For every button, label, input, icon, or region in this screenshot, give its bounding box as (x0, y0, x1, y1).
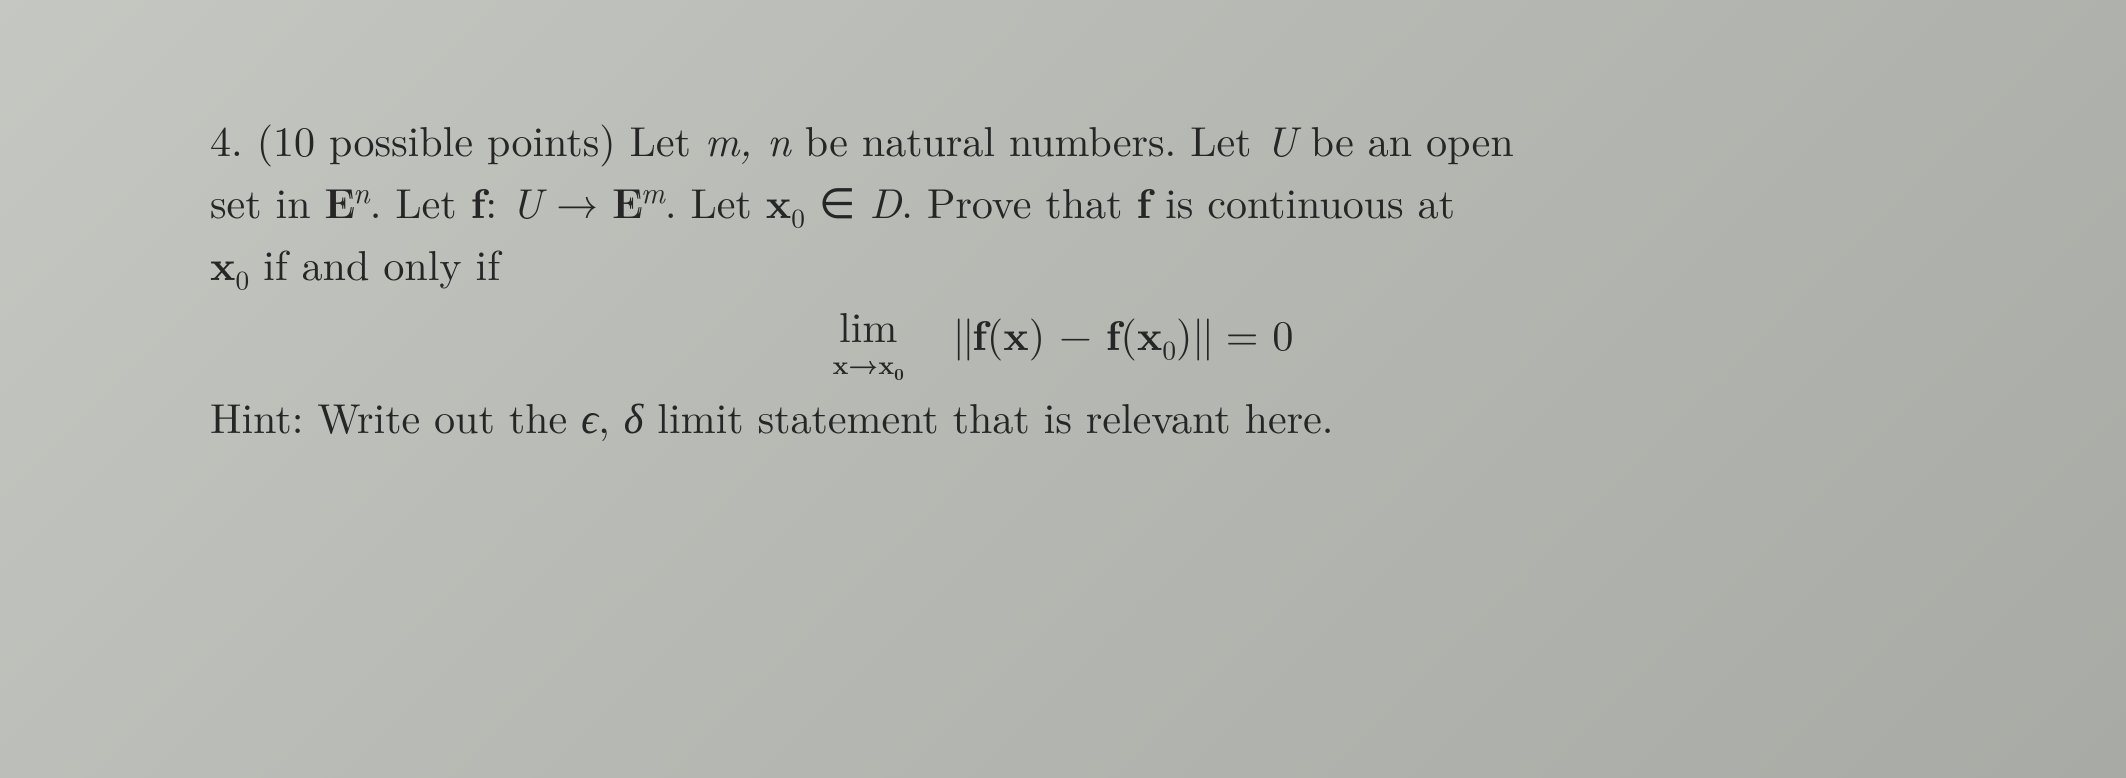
sub-x0-0: 0 (894, 361, 904, 385)
delta: δ (624, 387, 644, 446)
var-U: U (511, 172, 542, 231)
sup-n: n (353, 170, 370, 212)
blackboard-E: E (325, 172, 354, 233)
text: Let (630, 110, 705, 169)
var-mn: m, n (705, 110, 791, 169)
fx-f: f (972, 303, 987, 363)
lim-subscript: x→x0 (833, 351, 904, 377)
fx0-sub: 0 (1162, 328, 1176, 367)
text: be natural numbers. Let (791, 110, 1266, 169)
problem-block: 4. (10 possible points) Let m, n be natu… (210, 110, 1916, 448)
fx0-f: f (1106, 303, 1121, 363)
text: . Let (665, 172, 766, 231)
sub-x0x: x (878, 345, 894, 382)
hint-text-b: limit statement that is relevant here. (643, 387, 1333, 446)
fx0-close: ) (1176, 304, 1192, 363)
blackboard-E: E (612, 172, 641, 233)
text: is continuous at (1151, 172, 1455, 231)
elem-of: ∈ (805, 172, 870, 231)
hint-text-a: Write out the (303, 387, 581, 446)
fx-close: ) (1029, 304, 1045, 363)
fx0-open: ( (1121, 304, 1137, 363)
problem-line-1: 4. (10 possible points) Let m, n be natu… (210, 110, 1916, 171)
sub-x: x (833, 345, 849, 382)
comma: , (598, 387, 624, 446)
limit-operator: lim x→x0 (833, 305, 904, 377)
problem-number: 4. (210, 110, 243, 169)
problem-line-3: x0 if and only if (210, 233, 1916, 295)
text: if and only if (249, 234, 500, 293)
sup-m: m (641, 170, 665, 212)
text: be an open (1297, 110, 1514, 169)
open-norm: || (953, 304, 972, 363)
scanned-page: 4. (10 possible points) Let m, n be natu… (0, 0, 2126, 778)
var-x: x (210, 233, 236, 293)
minus: − (1045, 304, 1106, 363)
var-D: D (869, 172, 901, 231)
problem-line-2: set in En. Let f: U → Em. Let x0 ∈ D. Pr… (210, 171, 1916, 233)
text: . Prove that (901, 172, 1136, 231)
var-x: x (766, 171, 792, 231)
colon: : (485, 172, 511, 231)
fx-x: x (1003, 303, 1029, 363)
close-norm: || (1192, 304, 1211, 363)
var-f: f (471, 171, 486, 231)
sub-0: 0 (791, 196, 805, 235)
var-f: f (1136, 171, 1151, 231)
var-U: U (1265, 110, 1296, 169)
display-equation: lim x→x0 ||f(x) − f(x0)|| = 0 (210, 303, 1916, 377)
hint-line: Hint: Write out the ϵ, δ limit statement… (210, 387, 1916, 448)
epsilon: ϵ (581, 387, 598, 446)
sub-0: 0 (236, 258, 250, 297)
arrow: → (542, 172, 612, 231)
fx-open: ( (987, 304, 1003, 363)
hint-label: Hint: (210, 387, 303, 446)
text: . Let (370, 172, 471, 231)
equals-zero: = 0 (1212, 304, 1294, 363)
text: set in (210, 172, 325, 231)
sub-arrow: → (848, 345, 878, 382)
points: (10 possible points) (257, 110, 616, 169)
fx0-x: x (1137, 303, 1163, 363)
